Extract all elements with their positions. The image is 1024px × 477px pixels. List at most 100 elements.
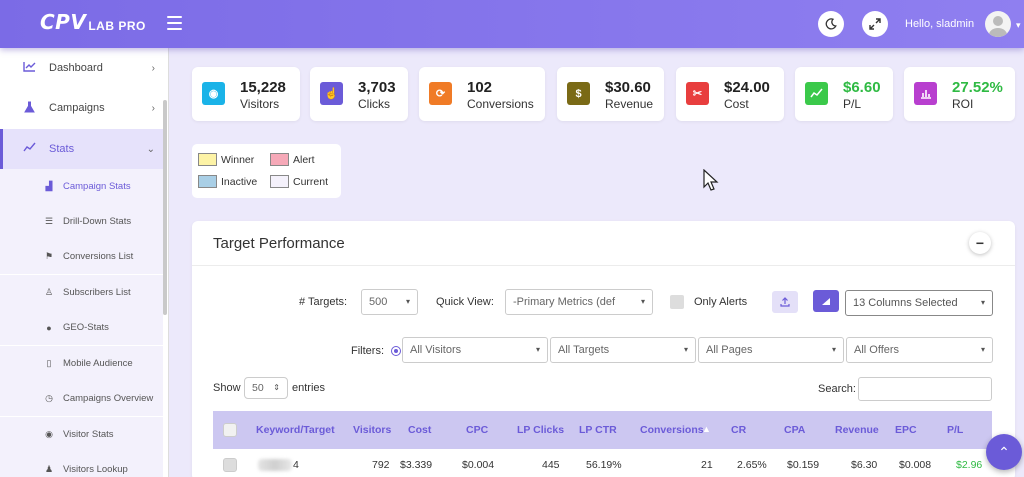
search-input[interactable] xyxy=(858,377,992,401)
column-header-visitors[interactable]: Visitors xyxy=(353,424,392,436)
targets-filter-select[interactable]: All Targets ▾ xyxy=(550,337,696,363)
legend-swatch xyxy=(198,175,217,188)
chart-toggle-button[interactable] xyxy=(813,290,839,312)
chevron-down-icon: ▾ xyxy=(405,297,410,306)
sidebar-item-label: Campaigns xyxy=(49,102,105,114)
cell-epc: $0.008 xyxy=(899,459,932,471)
visitors-filter-select[interactable]: All Visitors ▾ xyxy=(402,337,548,363)
chevron-down-icon: ▾ xyxy=(980,298,985,307)
cell-cost: $3.339 xyxy=(400,459,433,471)
chevron-right-icon: › xyxy=(151,102,155,114)
filters-radio[interactable] xyxy=(391,346,401,356)
cell-cpa: $0.159 xyxy=(787,459,820,471)
stat-value: 102 xyxy=(467,79,493,96)
app-logo[interactable]: CPV LAB PRO xyxy=(40,10,146,34)
legend-label: Alert xyxy=(293,153,315,166)
sidebar-subitem-mobile-audience[interactable]: ▯ Mobile Audience xyxy=(0,346,163,381)
entries-select[interactable]: 50 ⇕ xyxy=(244,377,288,399)
flask-icon xyxy=(22,101,36,116)
sidebar-item-campaigns[interactable]: Campaigns › xyxy=(0,88,163,128)
sidebar-scrollbar[interactable] xyxy=(163,100,167,315)
sidebar-item-dashboard[interactable]: Dashboard › xyxy=(0,48,163,88)
legend-alert: Alert xyxy=(270,153,315,166)
chevron-down-icon: ▾ xyxy=(637,297,645,306)
moon-icon xyxy=(825,18,837,30)
sidebar-item-stats[interactable]: Stats ⌄ xyxy=(0,129,163,169)
cell-cpc: $0.004 xyxy=(462,459,495,471)
sidebar-subitem-campaigns-overview[interactable]: ◷ Campaigns Overview xyxy=(0,381,163,416)
sidebar-subitem-geo-stats[interactable]: ● GEO-Stats xyxy=(0,310,163,345)
hamburger-menu-icon[interactable] xyxy=(167,16,182,30)
columns-select[interactable]: 13 Columns Selected ▾ xyxy=(845,290,993,316)
column-header-epc[interactable]: EPC xyxy=(895,424,917,436)
cell-visitors: 792 xyxy=(372,459,390,471)
sidebar-subitem-subscribers-list[interactable]: ♙ Subscribers List xyxy=(0,275,163,310)
column-header-pl[interactable]: P/L xyxy=(947,424,964,436)
column-header-lp-clicks[interactable]: LP Clicks xyxy=(517,424,565,436)
sidebar-subitem-label: Subscribers List xyxy=(63,287,131,298)
user-greeting[interactable]: Hello, sladmin xyxy=(905,18,975,30)
table-row[interactable]: 4 792 $3.339 $0.004 445 56.19% 21 2.65% … xyxy=(213,449,992,477)
sidebar-item-label: Stats xyxy=(49,143,75,155)
select-value: 13 Columns Selected xyxy=(853,297,958,309)
column-header-cpa[interactable]: CPA xyxy=(784,424,806,436)
chevron-down-icon: ▾ xyxy=(831,345,836,354)
sidebar-subitem-label: Mobile Audience xyxy=(63,358,133,369)
cell-keyword[interactable]: 4 xyxy=(293,459,299,471)
sidebar-subitem-campaign-stats[interactable]: ▟ Campaign Stats xyxy=(0,169,163,204)
sidebar-subitem-drill-down-stats[interactable]: ☰ Drill-Down Stats xyxy=(0,204,163,239)
column-header-cost[interactable]: Cost xyxy=(408,424,432,436)
sidebar-subitem-label: GEO-Stats xyxy=(63,322,109,333)
cell-lp-ctr: 56.19% xyxy=(586,459,622,471)
minus-icon: − xyxy=(975,235,985,251)
column-header-revenue[interactable]: Revenue xyxy=(835,424,879,436)
export-button[interactable] xyxy=(772,291,798,313)
logo-lab: LAB PRO xyxy=(88,19,146,33)
select-value: 50 xyxy=(252,382,264,394)
stat-value: $6.60 xyxy=(843,79,881,96)
stat-label: Cost xyxy=(724,97,749,111)
stat-value: $24.00 xyxy=(724,79,770,96)
targets-select[interactable]: 500 ▾ xyxy=(361,289,418,315)
cell-cr: 2.65% xyxy=(737,459,767,471)
column-header-cr[interactable]: CR xyxy=(731,424,747,436)
scroll-top-button[interactable]: ⌃ xyxy=(986,434,1022,470)
only-alerts-checkbox[interactable] xyxy=(670,295,684,309)
stat-label: Clicks xyxy=(358,97,390,111)
show-label: Show xyxy=(213,382,241,394)
select-all-checkbox[interactable] xyxy=(223,423,237,437)
column-header-keyword[interactable]: Keyword/Target xyxy=(256,424,335,436)
chevron-down-icon: ▾ xyxy=(683,345,688,354)
column-header-cpc[interactable]: CPC xyxy=(466,424,489,436)
select-value: 500 xyxy=(369,296,388,308)
users-icon: ♟ xyxy=(44,464,54,474)
stat-card-revenue: $ $30.60 Revenue xyxy=(557,67,664,121)
user-avatar[interactable] xyxy=(985,11,1011,37)
quick-view-select[interactable]: -Primary Metrics (def ▾ xyxy=(505,289,653,315)
mobile-icon: ▯ xyxy=(46,358,52,368)
row-checkbox[interactable] xyxy=(223,458,237,472)
stat-label: P/L xyxy=(843,97,862,111)
scissors-icon: ✂ xyxy=(686,82,709,105)
cell-pl: $2.96 xyxy=(956,459,983,471)
sidebar-item-label: Dashboard xyxy=(49,62,103,74)
sidebar-subitem-label: Visitor Stats xyxy=(63,429,114,440)
pages-filter-select[interactable]: All Pages ▾ xyxy=(698,337,844,363)
offers-filter-select[interactable]: All Offers ▾ xyxy=(846,337,993,363)
top-navbar: CPV LAB PRO Hello, sladmin ▾ xyxy=(0,0,1024,48)
stat-card-visitors: ◉ 15,228 Visitors xyxy=(192,67,300,121)
column-header-lp-ctr[interactable]: LP CTR xyxy=(579,424,617,436)
sidebar-subitem-visitors-lookup[interactable]: ♟ Visitors Lookup xyxy=(0,452,163,477)
collapse-button[interactable]: − xyxy=(969,232,991,254)
sidebar-subitem-conversions-list[interactable]: ⚑ Conversions List xyxy=(0,239,163,274)
sidebar-subitem-visitor-stats[interactable]: ◉ Visitor Stats xyxy=(0,417,163,452)
logo-cp: CPV xyxy=(40,10,87,34)
eye-icon: ◉ xyxy=(45,429,53,439)
fullscreen-button[interactable] xyxy=(862,11,888,37)
column-header-conversions[interactable]: Conversions xyxy=(640,424,704,436)
chevron-up-icon: ⌃ xyxy=(998,443,1010,460)
mouse-cursor-icon xyxy=(703,169,719,191)
dark-mode-button[interactable] xyxy=(818,11,844,37)
search-label: Search: xyxy=(818,383,856,395)
user-menu-chevron-icon[interactable]: ▾ xyxy=(1016,20,1021,30)
